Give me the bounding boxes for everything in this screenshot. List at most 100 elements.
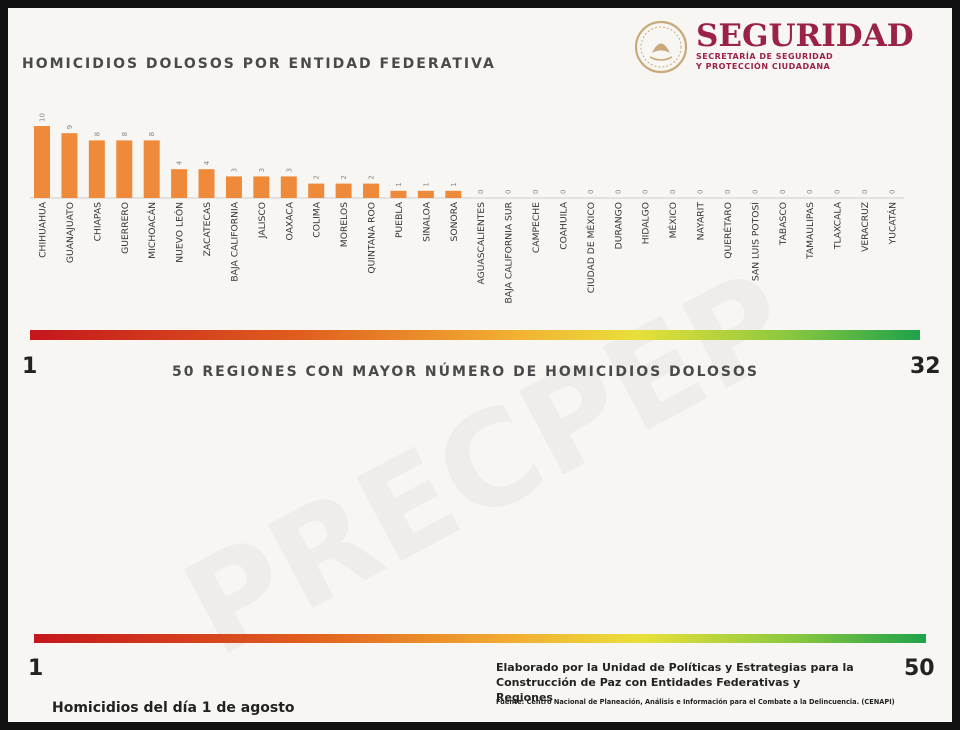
value-label: 0 xyxy=(559,190,567,194)
category-label: MORELOS xyxy=(339,202,350,247)
category-label: CIUDAD DE MÉXICO xyxy=(585,202,597,293)
category-label: MÉXICO xyxy=(667,202,679,238)
states-chart-title: HOMICIDIOS DOLOSOS POR ENTIDAD FEDERATIV… xyxy=(22,56,496,72)
scale-left-regions: 1 xyxy=(28,656,44,681)
brand-sub-1: SECRETARÍA DE SEGURIDAD xyxy=(696,52,834,61)
value-label: 0 xyxy=(477,190,485,194)
value-label: 0 xyxy=(889,190,897,194)
states-bar-chart: 10CHIHUAHUA9GUANAJUATO8CHIAPAS8GUERRERO8… xyxy=(30,113,904,304)
ranking-gradient-bar-states xyxy=(30,330,920,340)
bar xyxy=(225,176,242,198)
category-label: TAMAULIPAS xyxy=(805,202,816,260)
category-label: SONORA xyxy=(449,201,460,241)
value-label: 0 xyxy=(505,190,513,194)
bar xyxy=(445,190,462,198)
value-label: 0 xyxy=(532,190,540,194)
value-label: 0 xyxy=(779,190,787,194)
brand-sub-2: Y PROTECCIÓN CIUDADANA xyxy=(696,62,831,71)
bar xyxy=(390,190,407,198)
value-label: 4 xyxy=(203,160,211,165)
bar xyxy=(61,133,78,198)
category-label: SAN LUIS POTOSÍ xyxy=(749,202,761,281)
value-label: 2 xyxy=(340,175,348,179)
value-label: 0 xyxy=(834,190,842,194)
bar xyxy=(417,190,434,198)
bar xyxy=(280,176,297,198)
category-label: SINALOA xyxy=(421,201,432,242)
value-label: 0 xyxy=(724,190,732,194)
bar xyxy=(116,140,133,198)
value-label: 0 xyxy=(669,190,677,194)
category-label: DURANGO xyxy=(613,202,624,249)
value-label: 0 xyxy=(587,190,595,194)
category-label: BAJA CALIFORNIA xyxy=(229,201,240,281)
value-label: 4 xyxy=(176,160,184,165)
ranking-gradient-bar-regions xyxy=(34,634,926,643)
category-label: COAHUILA xyxy=(558,201,569,249)
bar xyxy=(335,183,352,198)
scale-right-states: 32 xyxy=(910,354,941,379)
value-label: 1 xyxy=(395,182,403,186)
elaborado-note: Elaborado por la Unidad de Políticas y E… xyxy=(496,660,856,705)
elaborado-line-1: Elaborado por la Unidad de Políticas y E… xyxy=(496,661,854,674)
category-label: TABASCO xyxy=(778,202,789,246)
value-label: 0 xyxy=(614,190,622,194)
category-label: BAJA CALIFORNIA SUR xyxy=(504,201,515,303)
bar xyxy=(308,183,325,198)
bar xyxy=(171,169,188,198)
source-note: Fuente: Centro Nacional de Planeación, A… xyxy=(496,698,895,706)
bar xyxy=(143,140,160,198)
value-label: 8 xyxy=(121,132,129,136)
scale-left-states: 1 xyxy=(22,354,38,379)
bar xyxy=(198,169,215,198)
date-caption: Homicidios del día 1 de agosto xyxy=(52,700,295,716)
category-label: QUINTANA ROO xyxy=(367,202,378,274)
value-label: 0 xyxy=(751,190,759,194)
category-label: AGUASCALIENTES xyxy=(476,202,487,285)
category-label: ZACATECAS xyxy=(202,202,213,257)
category-label: COLIMA xyxy=(312,201,323,237)
value-label: 3 xyxy=(258,168,266,172)
bar xyxy=(34,126,50,198)
value-label: 8 xyxy=(148,132,156,136)
value-label: 1 xyxy=(422,182,430,186)
bar xyxy=(88,140,105,198)
value-label: 2 xyxy=(313,175,321,179)
category-label: GUERRERO xyxy=(120,202,131,254)
value-label: 0 xyxy=(642,190,650,194)
regions-chart-title: 50 REGIONES CON MAYOR NÚMERO DE HOMICIDI… xyxy=(172,364,759,380)
category-label: MICHOACÁN xyxy=(146,202,158,259)
value-label: 3 xyxy=(230,168,238,172)
scale-right-regions: 50 xyxy=(904,656,935,681)
elaborado-line-2: Construcción de Paz con Entidades Federa… xyxy=(496,676,801,704)
value-label: 0 xyxy=(697,190,705,194)
category-label: CHIHUAHUA xyxy=(38,201,49,258)
brand-name: SEGURIDAD xyxy=(696,18,914,54)
category-label: QUERÉTARO xyxy=(722,202,734,259)
value-label: 9 xyxy=(66,125,74,129)
category-label: HIDALGO xyxy=(641,202,652,244)
regions-bar-chart: 10JUÁREZ4GUADALUPE3IRAPUATO3TLAPA DE3MOR… xyxy=(8,8,952,338)
value-label: 2 xyxy=(368,175,376,179)
value-label: 3 xyxy=(285,168,293,172)
category-label: JALISCO xyxy=(257,202,268,239)
bar xyxy=(253,176,270,198)
bar xyxy=(363,183,380,198)
value-label: 8 xyxy=(93,132,101,136)
category-label: GUANAJUATO xyxy=(65,202,76,263)
category-label: CHIAPAS xyxy=(92,202,103,242)
category-label: YUCATÁN xyxy=(887,202,899,245)
category-label: CAMPECHE xyxy=(531,202,542,253)
value-label: 0 xyxy=(806,190,814,194)
brand-logo: SEGURIDAD SECRETARÍA DE SEGURIDAD Y PROT… xyxy=(696,20,914,72)
category-label: PUEBLA xyxy=(394,201,405,238)
value-label: 10 xyxy=(39,113,47,122)
mexico-seal-icon xyxy=(634,20,688,74)
value-label: 1 xyxy=(450,182,458,186)
value-label: 0 xyxy=(861,190,869,194)
category-label: TLAXCALA xyxy=(833,201,844,250)
category-label: NAYARIT xyxy=(696,202,707,241)
infographic: PRECPEP HOMICIDIOS DOLOSOS POR ENTIDAD F… xyxy=(8,8,952,722)
category-label: VERACRUZ xyxy=(860,202,871,252)
category-label: OAXACA xyxy=(284,201,295,240)
